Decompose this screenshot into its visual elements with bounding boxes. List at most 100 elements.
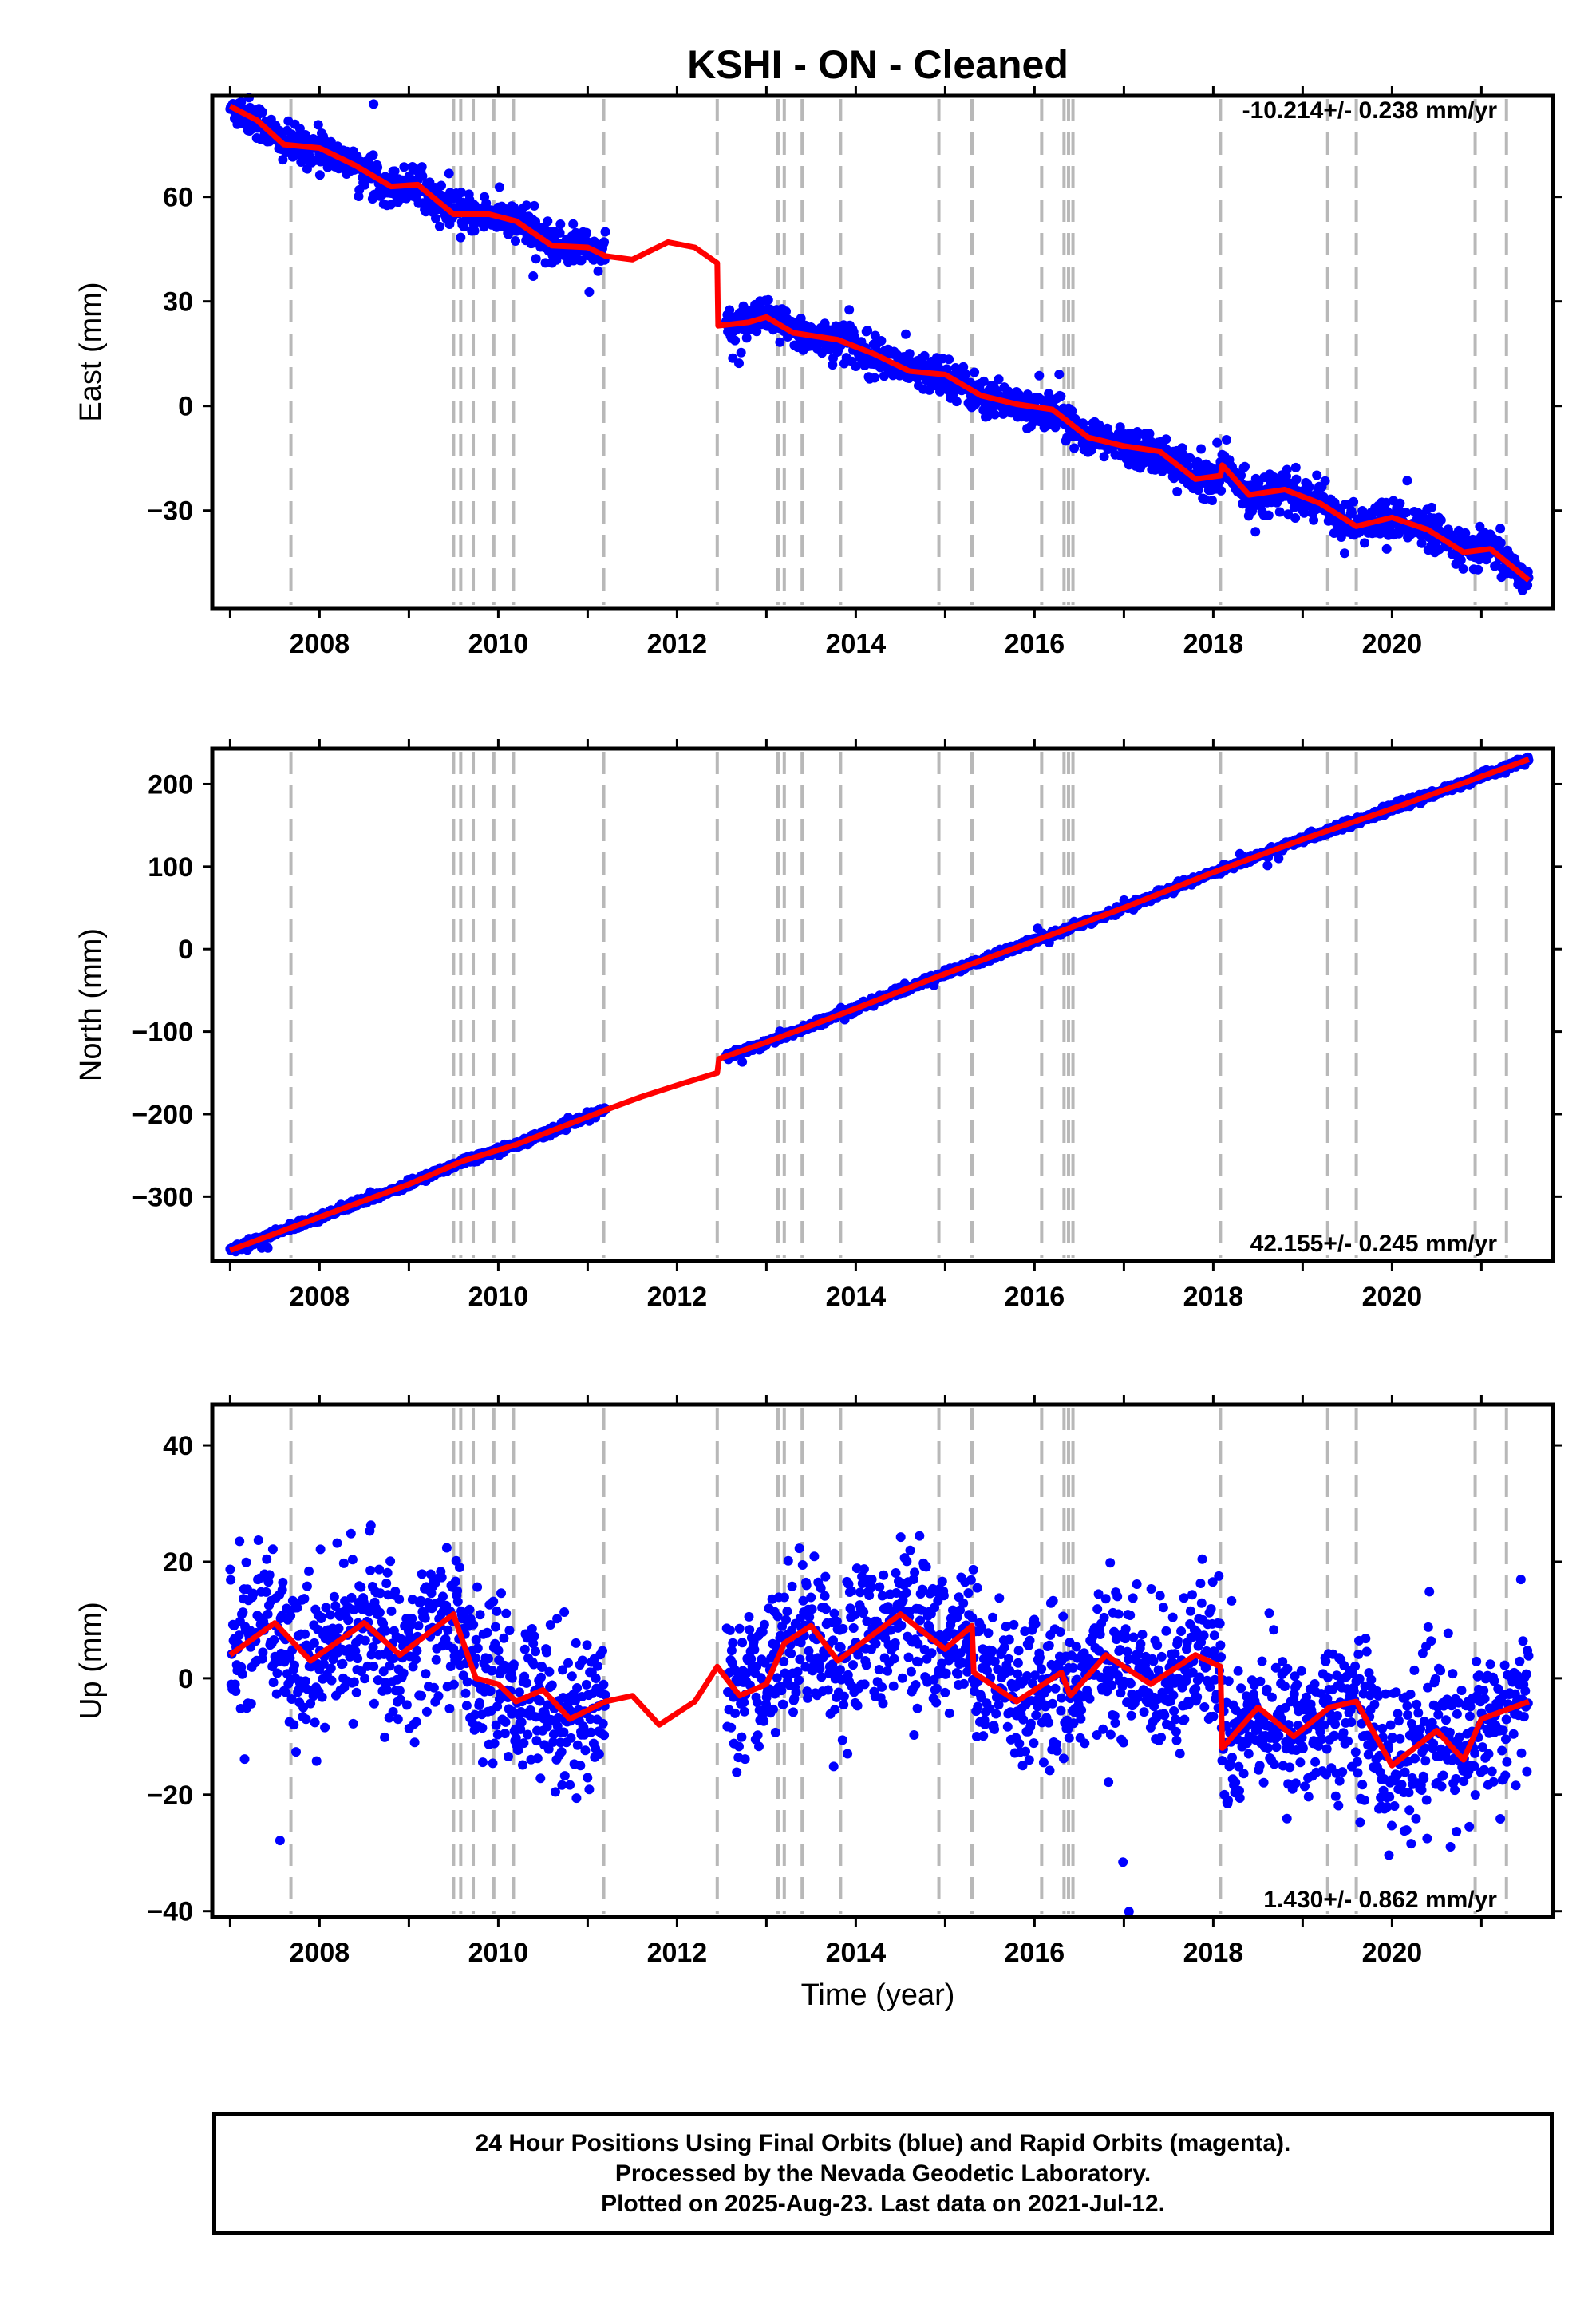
up-point-291 [386,1606,397,1616]
east-point-1105 [958,362,969,372]
up-point-346 [417,1569,427,1579]
up-point-79 [269,1635,279,1645]
up-point-243 [360,1674,370,1684]
up-point-270 [374,1607,385,1618]
east-point-594 [555,227,565,238]
up-point-537 [523,1729,533,1740]
up-point-224 [349,1677,359,1687]
east-point-1242 [1034,370,1045,381]
east-point-1793 [1340,548,1349,559]
east-y-tick-label: 60 [163,183,193,213]
east-point-663 [593,266,603,276]
east-point-1676 [1274,507,1285,517]
up-point-230 [353,1654,363,1664]
east-x-tick-label: 2020 [1362,629,1423,659]
east-point-1580 [1222,435,1231,445]
up-point-182 [326,1663,336,1674]
up-point-555 [532,1753,543,1764]
east-point-258 [369,99,379,109]
up-point-455 [477,1723,488,1733]
up-point-393 [443,1625,453,1635]
up-point-303 [393,1714,403,1725]
up-point-85 [272,1668,282,1678]
up-point-284 [382,1567,393,1578]
east-point-534 [521,200,531,211]
up-point-29 [241,1557,251,1567]
up-point-328 [407,1614,417,1624]
up-point-333 [409,1737,420,1748]
east-point-1169 [994,374,1004,385]
east-point-595 [555,219,566,229]
east-point-957 [876,336,887,346]
north-y-axis-label: North (mm) [74,928,108,1081]
east-point-1491 [1172,487,1183,496]
up-point-382 [437,1572,447,1583]
east-point-1534 [1196,444,1207,454]
east-point-1471 [1161,434,1171,445]
east-point-485 [494,182,504,192]
up-point-475 [488,1596,499,1607]
up-point-335 [411,1654,421,1665]
east-panel: 2008 2010 2012 2014 2016 2018 202060300−30East… [74,86,1562,659]
east-point-1035 [919,350,930,361]
east-point-1632 [1250,527,1261,537]
east-point-1001 [901,329,911,339]
up-point-71 [264,1570,275,1580]
up-point-484 [493,1646,504,1656]
east-point-1706 [1291,474,1302,484]
up-point-451 [475,1610,485,1620]
up-point-218 [346,1528,356,1539]
up-point-282 [381,1579,392,1588]
east-point-548 [529,200,539,211]
east-x-tick-label: 2016 [1005,629,1065,659]
up-point-407 [451,1576,460,1587]
east-x-tick-label: 2012 [647,629,708,659]
up-point-456 [478,1757,488,1768]
up-point-135 [300,1629,310,1639]
up-point-283 [381,1685,392,1695]
east-point-1093 [951,397,962,407]
east-point-161 [314,170,325,180]
up-point-196 [334,1623,344,1634]
up-point-203 [338,1658,348,1669]
east-point-257 [368,150,378,160]
east-point-1420 [1132,429,1143,440]
east-point-19 [236,97,247,107]
up-point-269 [374,1564,385,1575]
up-point-289 [385,1556,396,1567]
up-point-17 [235,1536,245,1547]
east-point-1906 [1402,476,1412,486]
up-point-136 [300,1676,310,1686]
north-point-1655 [1262,860,1273,871]
east-point-753 [763,294,773,305]
up-point-489 [496,1588,506,1599]
north-y-tick-label: −200 [132,1100,193,1130]
east-point-1301 [1067,405,1077,416]
east-point-1388 [1115,422,1125,433]
east-point-911 [851,362,861,371]
east-point-1967 [1436,515,1446,525]
east-points [225,93,1534,595]
up-point-355 [421,1706,432,1717]
north-point-68 [263,1243,273,1253]
up-point-51 [253,1535,263,1545]
up-point-496 [500,1729,510,1739]
east-point-1613 [1240,461,1250,472]
up-point-222 [348,1718,358,1729]
up-point-163 [315,1544,326,1555]
east-point-1869 [1381,543,1392,554]
up-points [225,1520,1534,1917]
east-point-440 [469,226,480,236]
east-point-265 [373,162,383,172]
up-point-522 [514,1687,524,1697]
north-x-tick-label: 2016 [1005,1282,1065,1312]
east-point-1162 [990,409,1000,420]
east-point-1142 [978,376,989,386]
up-point-396 [444,1704,455,1713]
east-point-1255 [1041,421,1052,431]
up-point-509 [507,1673,517,1683]
up-point-38 [246,1698,256,1709]
up-point-411 [452,1596,463,1607]
east-point-2034 [1473,564,1483,575]
east-point-289 [385,200,396,210]
